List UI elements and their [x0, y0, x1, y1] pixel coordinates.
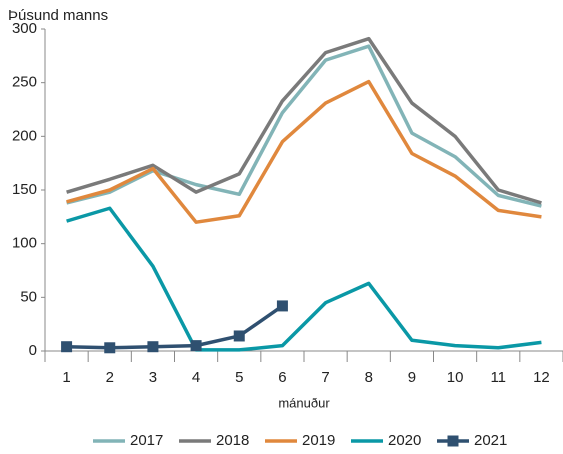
y-tick-label: 150 — [12, 181, 37, 198]
x-tick-label: 4 — [192, 369, 200, 386]
x-axis-label: mánuður — [278, 395, 330, 410]
legend-label: 2017 — [130, 432, 163, 449]
y-tick-label: 250 — [12, 74, 37, 91]
y-tick-label: 200 — [12, 127, 37, 144]
y-tick-label: 50 — [20, 288, 37, 305]
series-line — [66, 44, 542, 208]
x-tick-label: 12 — [533, 369, 550, 386]
legend-label: 2019 — [302, 432, 335, 449]
point-marker — [104, 342, 116, 354]
x-tick-label: 3 — [149, 369, 157, 386]
y-axis-label: Þúsund manns — [8, 7, 108, 24]
series-line — [66, 36, 542, 205]
x-tick-label: 9 — [408, 369, 416, 386]
point-marker — [190, 340, 202, 352]
y-tick-label: 100 — [12, 235, 37, 252]
point-marker — [233, 330, 245, 342]
x-tick-label: 6 — [278, 369, 286, 386]
x-tick-label: 8 — [365, 369, 373, 386]
y-tick-label: 0 — [29, 342, 37, 359]
legend-label: 2021 — [474, 432, 507, 449]
legend-marker — [447, 435, 459, 447]
x-tick-label: 7 — [321, 369, 329, 386]
x-tick-label: 10 — [447, 369, 464, 386]
x-tick-label: 1 — [62, 369, 70, 386]
series-line — [66, 79, 542, 224]
point-marker — [147, 341, 159, 353]
series-line — [66, 206, 542, 352]
series-line — [66, 304, 284, 350]
y-tick-label: 300 — [12, 20, 37, 37]
point-marker — [276, 300, 288, 312]
legend-label: 2020 — [388, 432, 421, 449]
point-marker — [61, 341, 73, 353]
x-tick-label: 11 — [490, 369, 506, 386]
legend-label: 2018 — [216, 432, 249, 449]
x-tick-label: 5 — [235, 369, 243, 386]
x-tick-label: 2 — [106, 369, 114, 386]
